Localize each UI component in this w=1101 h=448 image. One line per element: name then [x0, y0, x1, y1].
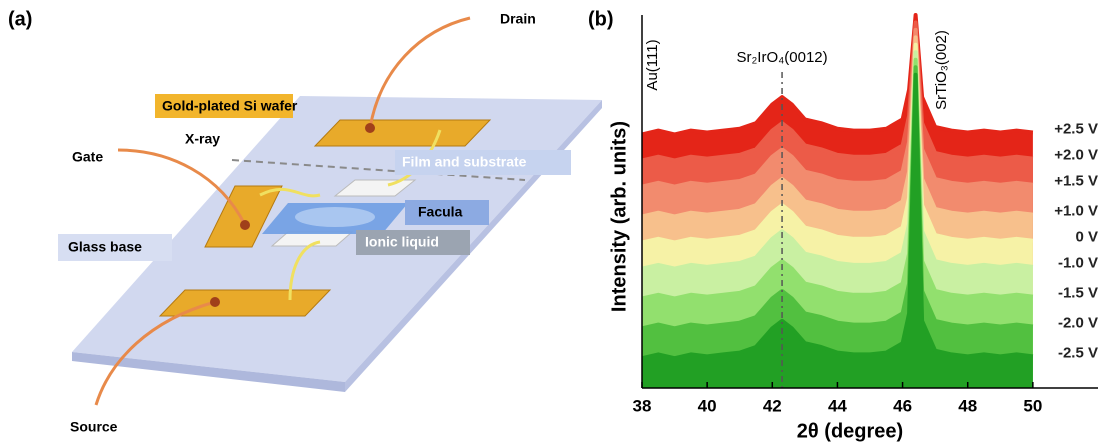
- annotation: SrTiO₃(002): [933, 30, 950, 110]
- label: Film and substrate: [402, 154, 527, 170]
- x-axis-label: 2θ (degree): [797, 420, 903, 442]
- legend-label: +1.0 V: [1054, 203, 1098, 220]
- label: Gold-plated Si wafer: [162, 98, 298, 114]
- series-line: [642, 15, 1033, 134]
- drain-pad: [315, 120, 490, 146]
- x-tick-label: 46: [893, 396, 912, 415]
- annotation: Au(111): [644, 39, 661, 90]
- legend-label: +2.0 V: [1054, 147, 1098, 164]
- legend-label: -1.0 V: [1058, 255, 1098, 272]
- panel-label: (b): [588, 8, 614, 30]
- x-tick-label: 42: [763, 396, 782, 415]
- legend-label: +2.5 V: [1054, 120, 1098, 137]
- label: Drain: [500, 11, 536, 27]
- legend-label: 0 V: [1075, 229, 1098, 246]
- label: Facula: [418, 204, 463, 220]
- label: Source: [70, 419, 118, 435]
- label: Glass base: [68, 239, 142, 255]
- annotation: Sr₂IrO₄(0012): [736, 49, 827, 66]
- x-tick-label: 38: [633, 396, 652, 415]
- legend-label: -1.5 V: [1058, 285, 1098, 302]
- panel-b: (b) +2.5 V +2.0 V +1.5 V +1.0 V 0 V -1.0 V -1.…: [588, 8, 1098, 442]
- figure: (a) Drain Gold-plated Si wafer X-ray Gat…: [0, 0, 1101, 443]
- panel-a: (a) Drain Gold-plated Si wafer X-ray Gat…: [8, 8, 602, 434]
- label: Ionic liquid: [365, 234, 439, 250]
- contact: [210, 297, 220, 307]
- label: Gate: [72, 149, 103, 165]
- y-axis-label: Intensity (arb. units): [608, 121, 630, 312]
- contact: [240, 220, 250, 230]
- x-tick-label: 40: [698, 396, 717, 415]
- legend-label: -2.5 V: [1058, 344, 1098, 361]
- x-tick-label: 48: [958, 396, 977, 415]
- panel-label: (a): [8, 8, 32, 30]
- legend-label: +1.5 V: [1054, 173, 1098, 190]
- facula-spot: [295, 207, 375, 227]
- legend-label: -2.0 V: [1058, 314, 1098, 331]
- label: X-ray: [185, 131, 220, 147]
- x-tick-label: 44: [828, 396, 847, 415]
- x-tick-label: 50: [1023, 396, 1042, 415]
- contact: [365, 123, 375, 133]
